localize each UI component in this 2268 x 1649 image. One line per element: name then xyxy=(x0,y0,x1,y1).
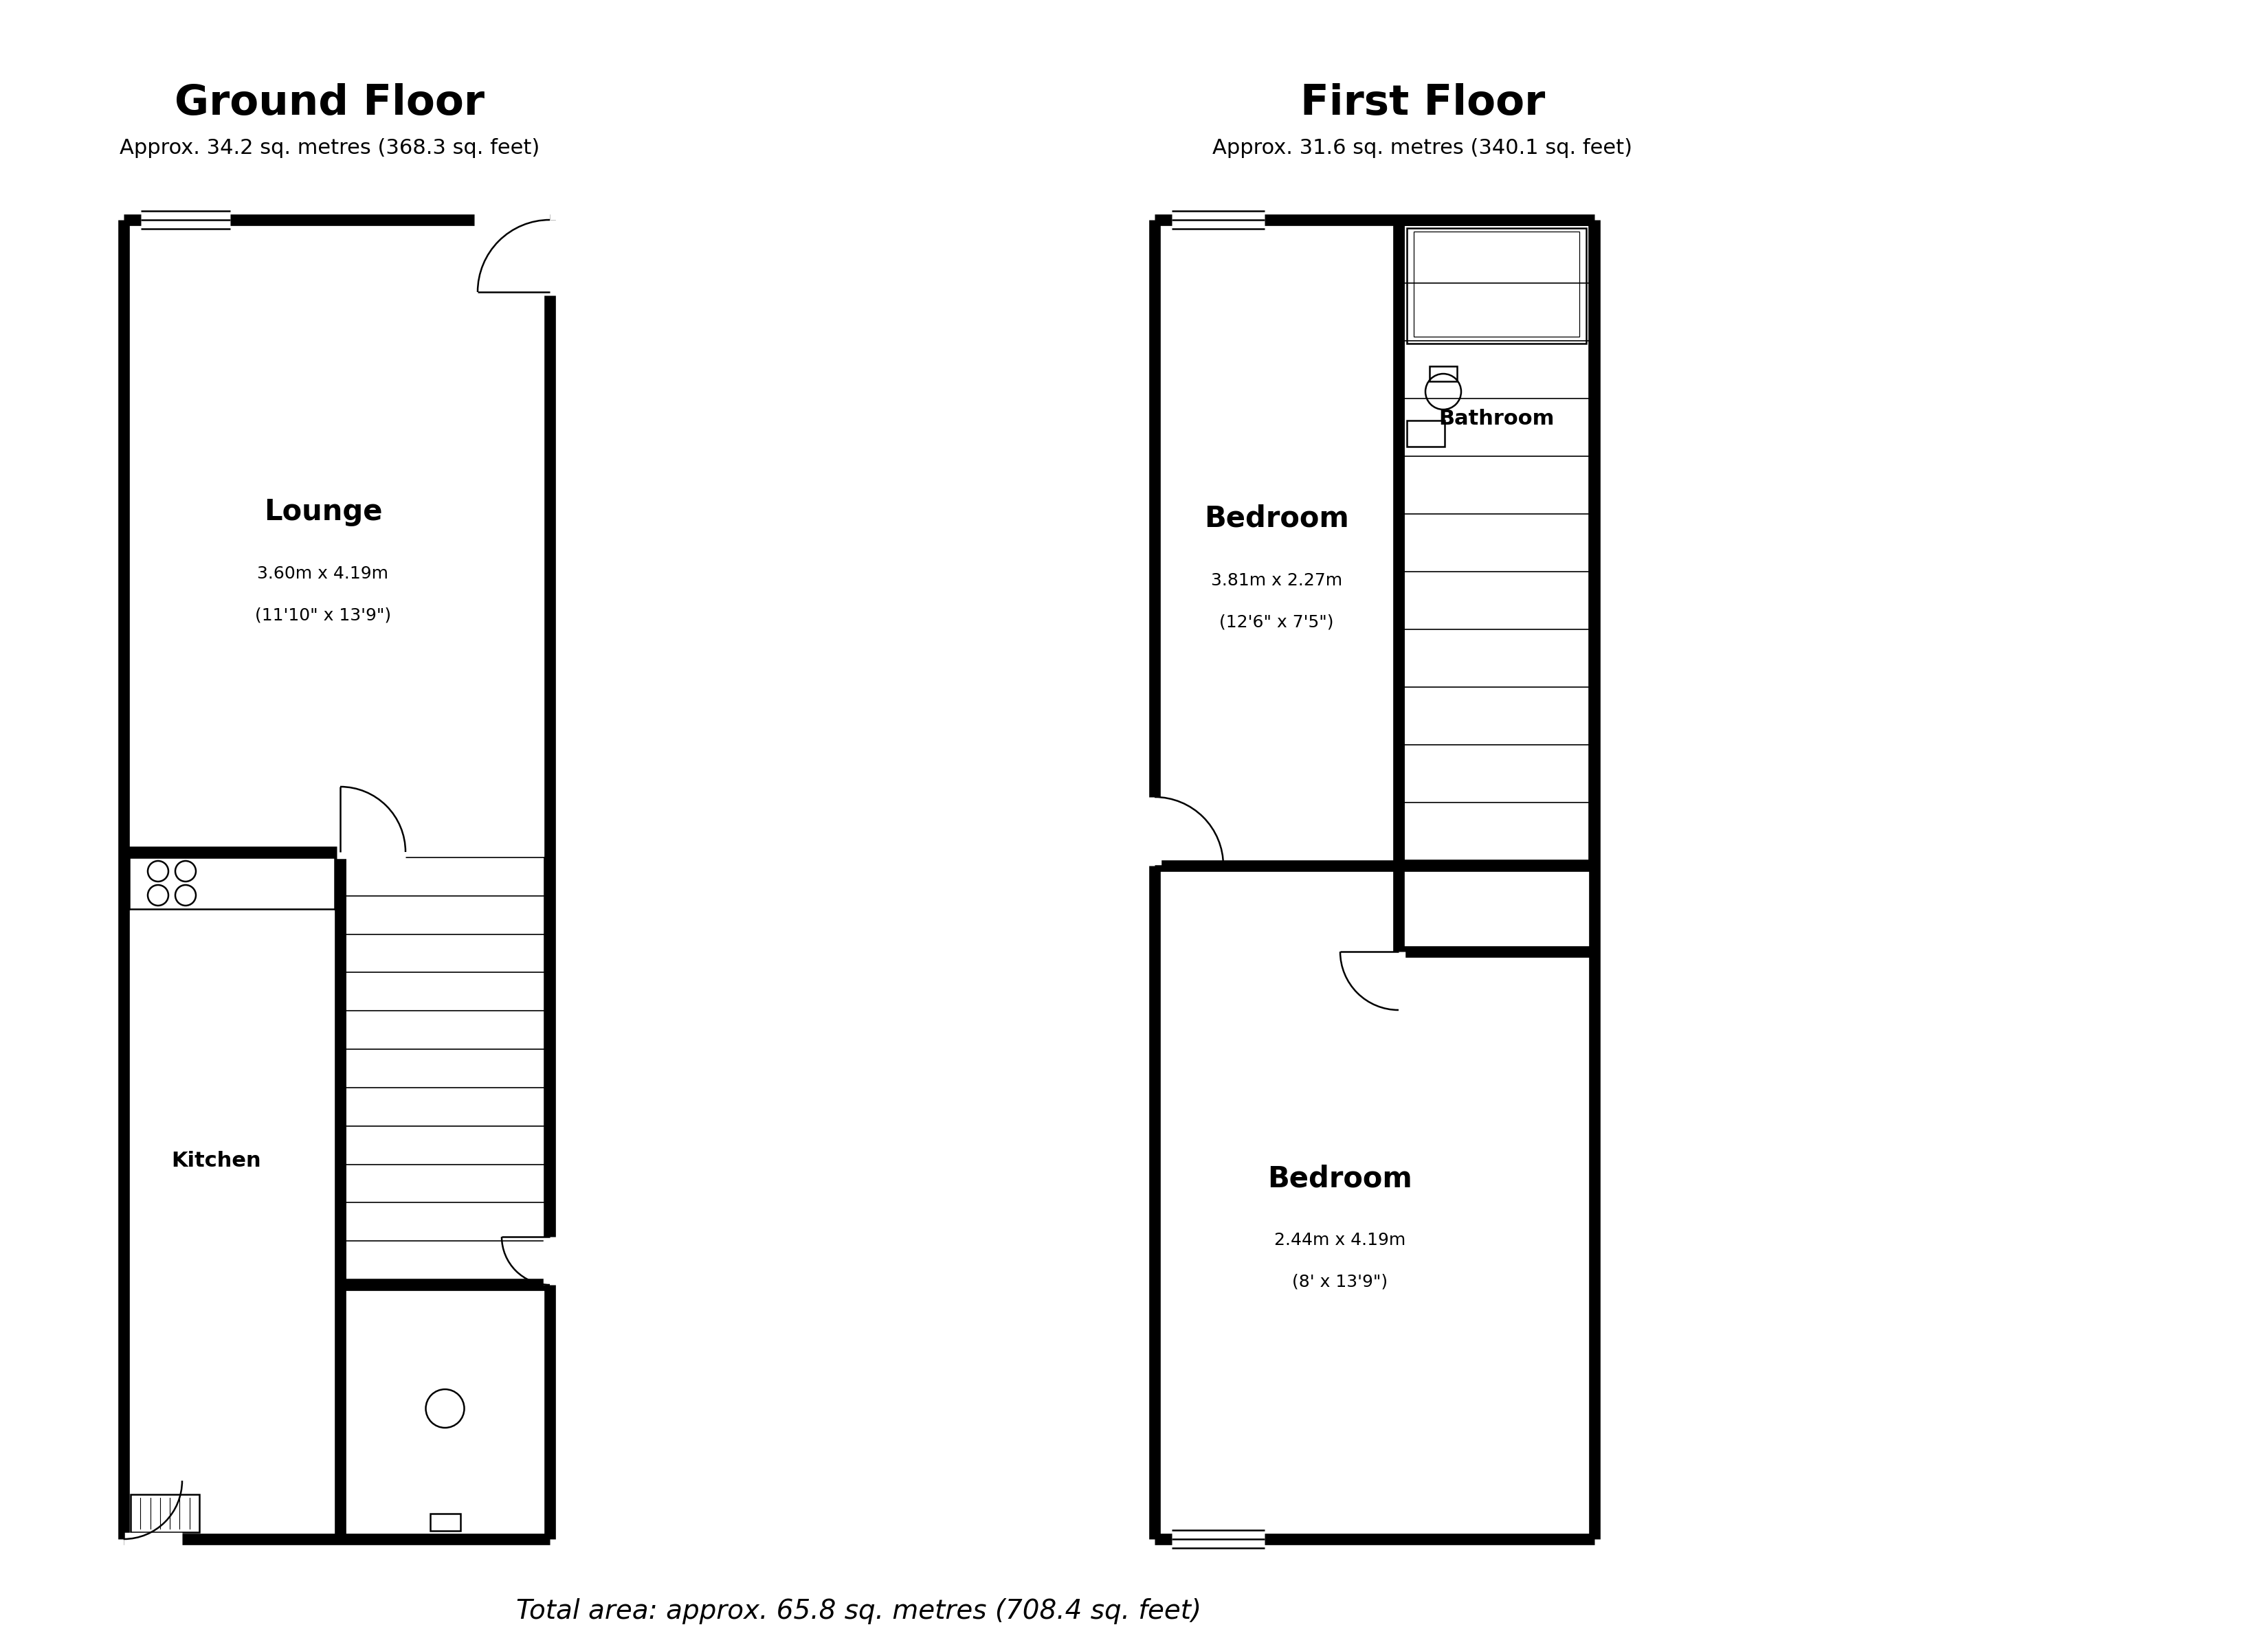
Text: (8' x 13'9"): (8' x 13'9") xyxy=(1293,1273,1388,1290)
Text: (12'6" x 7'5"): (12'6" x 7'5") xyxy=(1220,613,1334,630)
Text: 3.81m x 2.27m: 3.81m x 2.27m xyxy=(1211,572,1343,589)
Bar xyxy=(1413,231,1579,336)
Text: Bedroom: Bedroom xyxy=(1268,1164,1413,1192)
Bar xyxy=(1429,366,1456,381)
Text: Bathroom: Bathroom xyxy=(1438,409,1554,429)
Bar xyxy=(431,1514,460,1530)
Bar xyxy=(1406,420,1445,447)
Text: First Floor: First Floor xyxy=(1300,82,1545,124)
Bar xyxy=(132,1494,200,1532)
Text: Kitchen: Kitchen xyxy=(172,1151,261,1171)
Text: Ground Floor: Ground Floor xyxy=(175,82,485,124)
Text: Total area: approx. 65.8 sq. metres (708.4 sq. feet): Total area: approx. 65.8 sq. metres (708… xyxy=(517,1598,1202,1624)
Text: (11'10" x 13'9"): (11'10" x 13'9") xyxy=(254,607,390,623)
Text: Bedroom: Bedroom xyxy=(1204,505,1349,533)
Text: Lounge: Lounge xyxy=(263,498,383,526)
Text: 3.60m x 4.19m: 3.60m x 4.19m xyxy=(256,566,388,582)
Text: Approx. 31.6 sq. metres (340.1 sq. feet): Approx. 31.6 sq. metres (340.1 sq. feet) xyxy=(1213,139,1633,158)
Text: 2.44m x 4.19m: 2.44m x 4.19m xyxy=(1275,1232,1406,1248)
Bar xyxy=(1406,228,1585,343)
Text: Approx. 34.2 sq. metres (368.3 sq. feet): Approx. 34.2 sq. metres (368.3 sq. feet) xyxy=(120,139,540,158)
